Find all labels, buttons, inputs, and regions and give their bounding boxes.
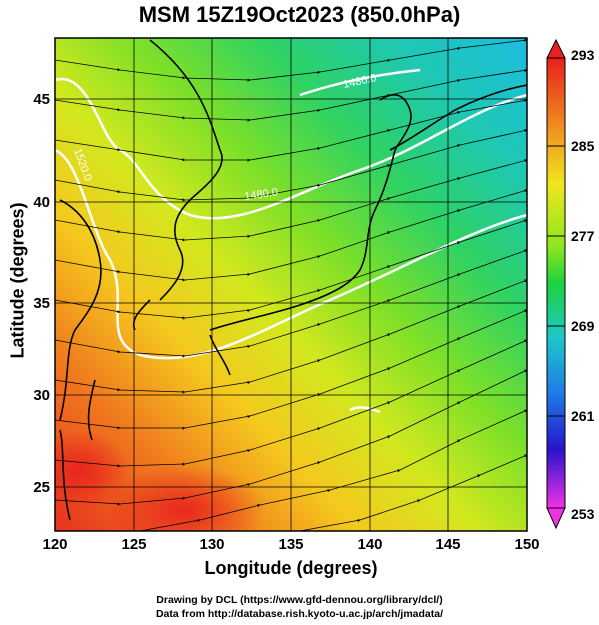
x-tick-label: 145 bbox=[435, 536, 460, 553]
colorbar-tick-label: 253 bbox=[571, 506, 595, 522]
y-tick-label: 30 bbox=[33, 387, 50, 404]
credit-line-dcl: Drawing by DCL (https://www.gfd-dennou.o… bbox=[156, 594, 443, 606]
y-axis-label: Latitude (degrees) bbox=[7, 202, 28, 359]
x-tick-label: 120 bbox=[42, 536, 67, 553]
colorbar-tick-label: 277 bbox=[571, 228, 595, 244]
x-tick-label: 130 bbox=[199, 536, 224, 553]
y-tick-label: 40 bbox=[33, 194, 50, 211]
credit-line-data: Data from http://database.rish.kyoto-u.a… bbox=[155, 608, 444, 620]
x-tick-label: 135 bbox=[278, 536, 303, 553]
x-tick-label: 150 bbox=[514, 536, 539, 553]
y-axis-ticks: 25 30 35 40 45 bbox=[33, 91, 50, 496]
colorbar-tick-label: 269 bbox=[571, 318, 595, 334]
x-axis-ticks: 120 125 130 135 140 145 150 bbox=[42, 536, 539, 553]
graticule bbox=[55, 38, 527, 531]
y-tick-label: 25 bbox=[33, 479, 50, 496]
contour-label: 1480.0 bbox=[244, 186, 279, 203]
figure-title: MSM 15Z19Oct2023 (850.0hPa) bbox=[138, 2, 461, 27]
colorbar: 293 285 277 269 261 253 bbox=[546, 38, 595, 530]
colorbar-tick-label: 285 bbox=[571, 138, 595, 154]
x-tick-label: 140 bbox=[357, 536, 382, 553]
y-tick-label: 35 bbox=[33, 295, 50, 312]
x-tick-label: 125 bbox=[121, 536, 146, 553]
colorbar-tick-label: 261 bbox=[571, 408, 595, 424]
plot-frame bbox=[54, 37, 528, 532]
y-tick-label: 45 bbox=[33, 91, 50, 108]
x-axis-label: Longitude (degrees) bbox=[204, 558, 378, 578]
colorbar-tick-label: 293 bbox=[571, 47, 595, 63]
